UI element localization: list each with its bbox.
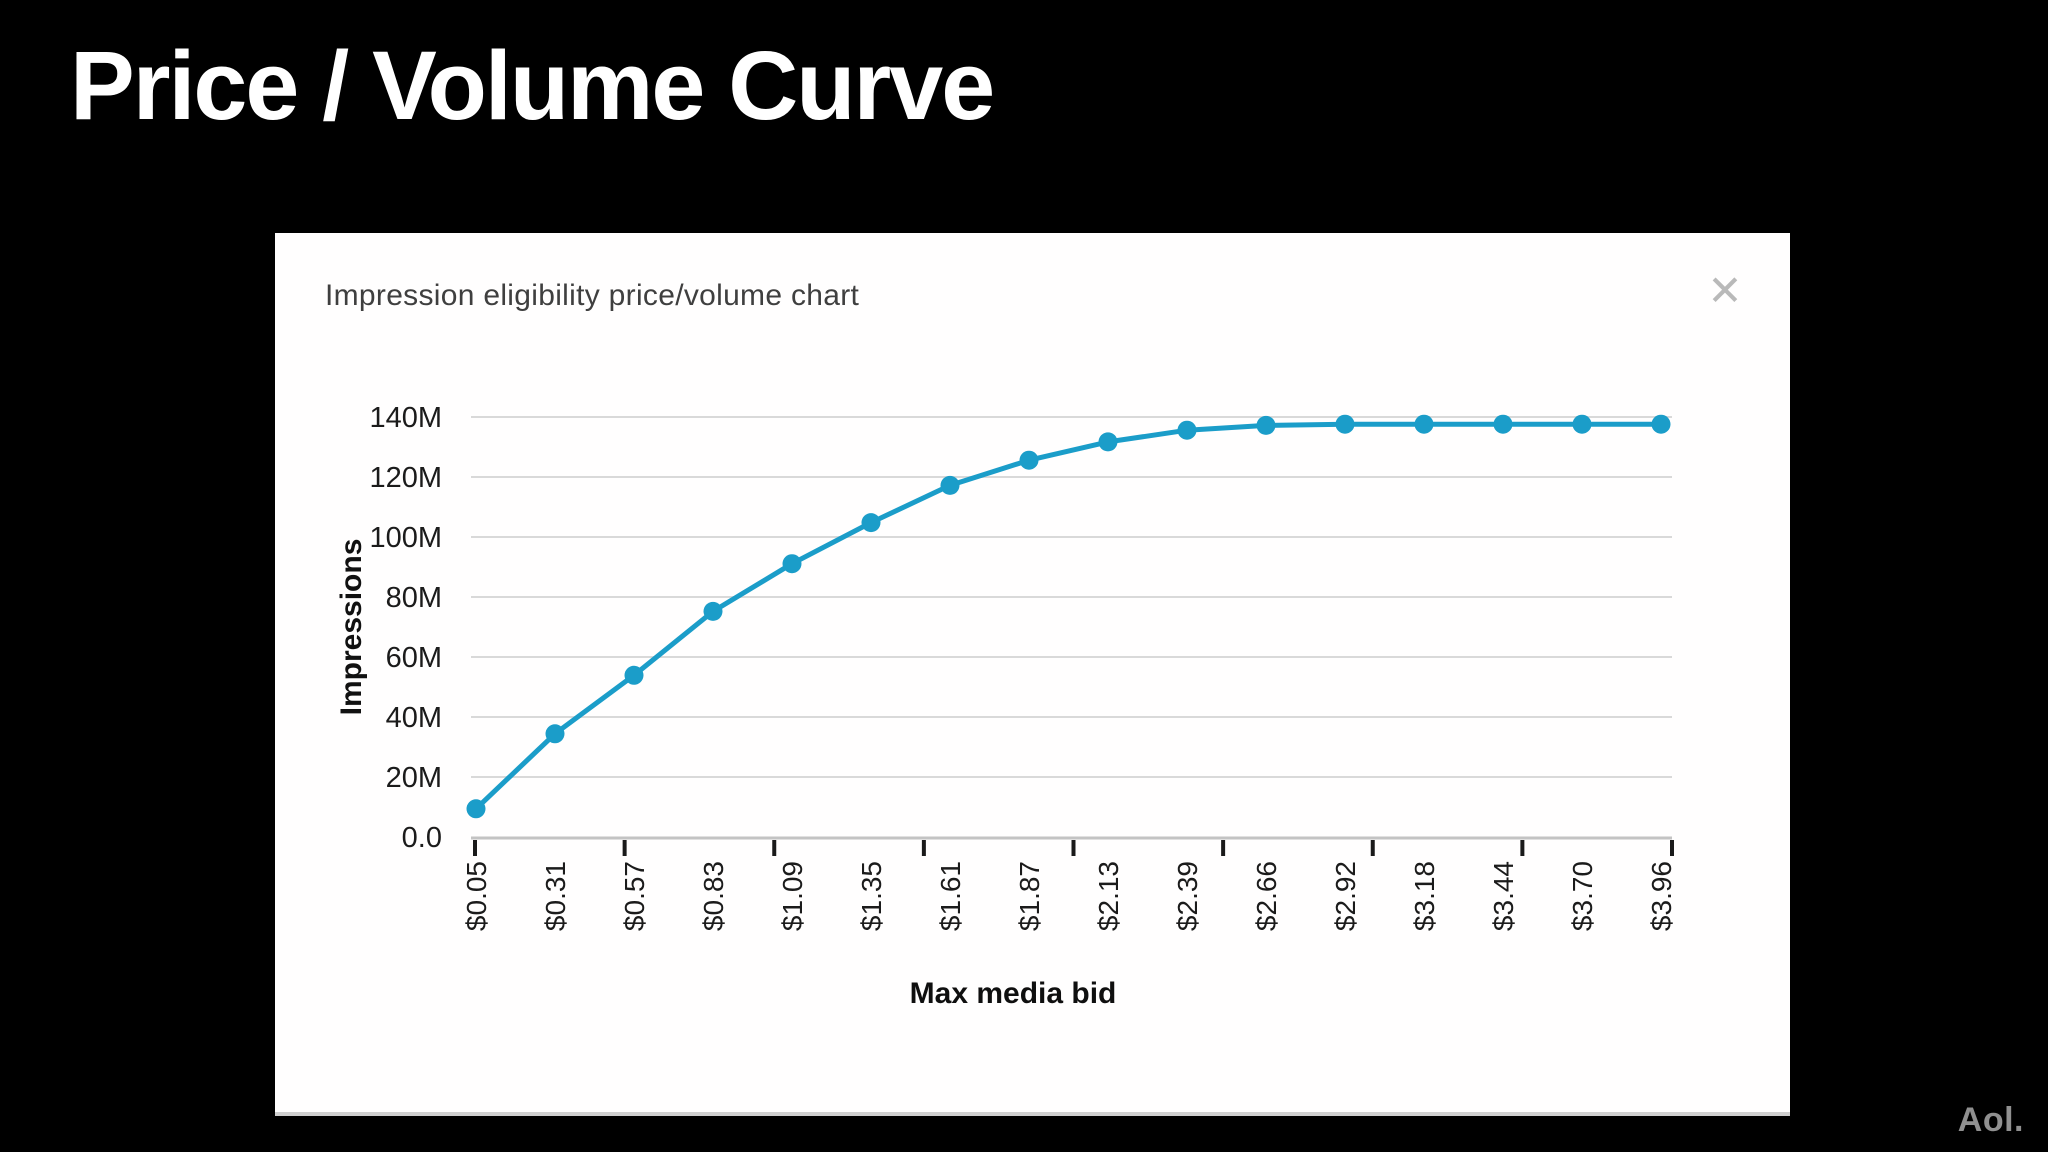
page-title: Price / Volume Curve	[70, 31, 995, 140]
x-tick-label: $2.66	[1251, 861, 1282, 931]
x-tick-label: $3.18	[1409, 861, 1440, 931]
x-tick-label: $0.83	[698, 861, 729, 931]
x-tick-label: $3.70	[1567, 861, 1598, 931]
dialog-title: Impression eligibility price/volume char…	[325, 279, 860, 312]
price-volume-dialog: Impression eligibility price/volume char…	[275, 233, 1790, 1116]
data-point[interactable]	[1651, 414, 1671, 434]
data-point[interactable]	[703, 601, 723, 621]
y-tick-label: 120M	[369, 462, 442, 494]
data-point[interactable]	[1019, 450, 1039, 470]
y-tick-label: 60M	[386, 642, 442, 674]
y-tick-label: 80M	[386, 582, 442, 614]
y-tick-label: 0.0	[402, 822, 442, 854]
y-tick-label: 100M	[369, 522, 442, 554]
x-tick-label: $2.39	[1172, 861, 1203, 931]
data-point[interactable]	[1098, 432, 1118, 452]
data-point[interactable]	[1335, 414, 1355, 434]
data-point[interactable]	[545, 724, 565, 744]
x-tick-label: $3.44	[1488, 861, 1519, 931]
aol-logo: Aol.	[1957, 1101, 2024, 1139]
y-tick-label: 40M	[386, 702, 442, 734]
x-tick-label: $1.09	[777, 861, 808, 931]
x-axis-title: Max media bid	[910, 977, 1117, 1010]
y-tick-label: 140M	[369, 402, 442, 434]
x-tick-label: $0.31	[540, 861, 571, 931]
close-icon[interactable]: ✕	[1695, 261, 1755, 321]
y-axis-title: Impressions	[335, 539, 368, 716]
x-tick-label: $1.35	[856, 861, 887, 931]
x-tick-label: $3.96	[1646, 861, 1677, 931]
x-tick-label: $0.05	[461, 861, 492, 931]
data-point[interactable]	[624, 665, 644, 685]
x-tick-label: $2.13	[1093, 861, 1124, 931]
x-tick-label: $1.61	[935, 861, 966, 931]
price-volume-chart: 0.0 20M 40M 60M 80M 100M 120M 140M Impressions $0…	[335, 402, 1677, 1010]
x-tick-label: $0.57	[619, 861, 650, 931]
data-point[interactable]	[1177, 420, 1197, 440]
x-tick-label: $1.87	[1014, 861, 1045, 931]
data-point[interactable]	[1414, 414, 1434, 434]
data-point[interactable]	[466, 799, 486, 819]
data-point[interactable]	[861, 513, 881, 533]
price-volume-line	[474, 421, 1661, 811]
data-point[interactable]	[940, 475, 960, 495]
x-tick-label: $2.92	[1330, 861, 1361, 931]
data-point[interactable]	[1493, 414, 1513, 434]
data-point[interactable]	[782, 554, 802, 574]
data-point[interactable]	[1256, 415, 1276, 435]
data-point[interactable]	[1572, 414, 1592, 434]
y-tick-label: 20M	[386, 762, 442, 794]
